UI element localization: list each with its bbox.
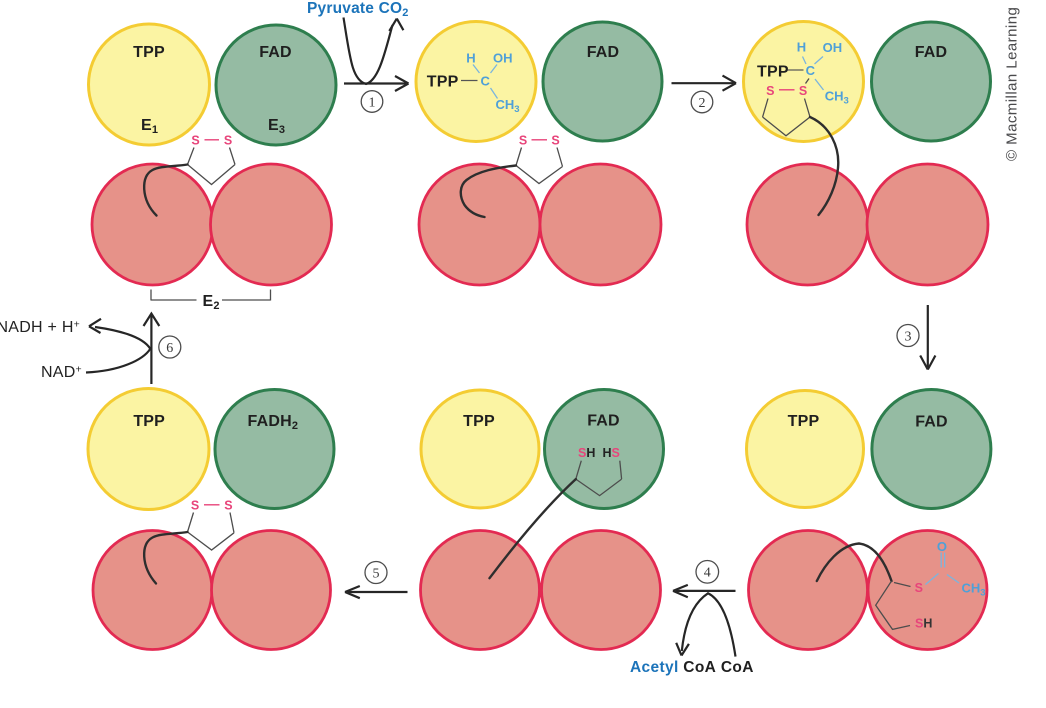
svg-text:S: S [191, 134, 199, 148]
svg-text:SH: SH [578, 446, 595, 460]
svg-text:C: C [481, 74, 491, 89]
svg-text:FAD: FAD [259, 44, 292, 61]
svg-text:FAD: FAD [915, 414, 948, 431]
svg-text:S: S [766, 84, 774, 98]
svg-text:TPP: TPP [133, 44, 165, 61]
svg-text:S: S [519, 134, 527, 148]
svg-text:NAD+: NAD+ [41, 364, 82, 382]
svg-text:TPP: TPP [133, 413, 165, 430]
svg-text:FAD: FAD [587, 44, 620, 61]
svg-text:FAD: FAD [587, 413, 620, 430]
svg-text:O: O [937, 539, 947, 554]
svg-text:CH3: CH3 [496, 97, 520, 115]
svg-text:TPP: TPP [463, 413, 495, 430]
svg-text:5: 5 [373, 566, 380, 581]
svg-text:TPP: TPP [427, 74, 459, 91]
svg-text:Pyruvate CO2: Pyruvate CO2 [307, 0, 409, 19]
svg-text:S: S [224, 134, 232, 148]
svg-text:S: S [551, 134, 559, 148]
svg-text:S: S [799, 84, 807, 98]
svg-text:S: S [224, 499, 232, 513]
svg-text:3: 3 [905, 329, 912, 344]
svg-text:S: S [915, 581, 923, 595]
svg-text:S: S [191, 499, 199, 513]
svg-text:H: H [466, 51, 475, 66]
svg-text:OH: OH [823, 40, 843, 55]
svg-text:© Macmillan Learning: © Macmillan Learning [1004, 7, 1021, 161]
svg-text:H: H [797, 40, 806, 55]
svg-text:TPP: TPP [788, 413, 820, 430]
svg-text:OH: OH [493, 51, 513, 66]
svg-text:2: 2 [699, 96, 706, 111]
svg-text:FADH2: FADH2 [248, 413, 299, 432]
svg-text:TPP: TPP [757, 64, 789, 81]
svg-text:HS: HS [603, 446, 620, 460]
svg-text:FAD: FAD [915, 44, 948, 61]
svg-text:1: 1 [369, 95, 376, 110]
svg-text:NADH + H+: NADH + H+ [0, 319, 80, 337]
svg-text:6: 6 [166, 341, 173, 356]
svg-text:CH3: CH3 [825, 89, 849, 107]
svg-text:Acetyl CoA CoA: Acetyl CoA CoA [630, 659, 754, 676]
svg-text:CH3: CH3 [962, 581, 986, 599]
svg-text:C: C [806, 63, 816, 78]
svg-text:SH: SH [915, 617, 932, 631]
svg-text:4: 4 [704, 566, 711, 581]
